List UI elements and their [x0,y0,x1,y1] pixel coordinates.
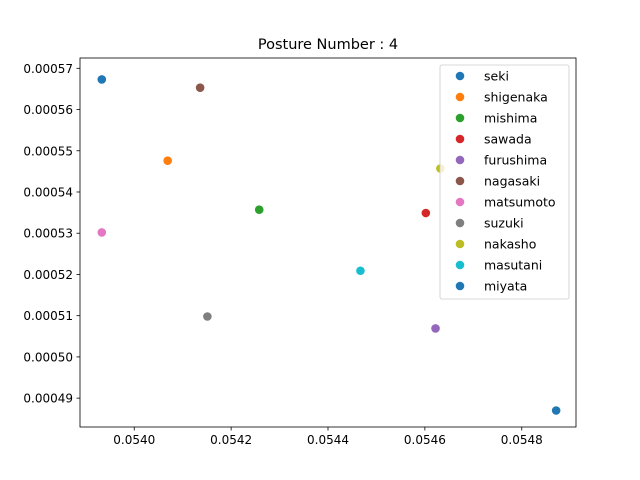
axis-ticks: 0.0540 0.0542 0.0544 0.0546 0.0548 0.00049 0.0… [23,62,542,447]
plot-frame [79,57,577,428]
legend-marker [455,218,465,228]
x-tick-label: 0.0546 [404,433,446,447]
x-tick-label: 0.0548 [501,433,543,447]
legend-label: sawada [484,132,532,147]
legend-label: masutani [484,258,542,273]
x-tick-label: 0.0544 [307,433,349,447]
legend-marker [455,113,465,123]
legend-marker [455,71,465,81]
data-point-seki [97,75,107,84]
y-tick-label: 0.00054 [23,185,73,199]
legend-marker [455,92,465,102]
data-point-mishima [254,205,264,215]
legend-marker [455,281,465,291]
y-tick-label: 0.00055 [23,144,73,158]
data-point-miyata [551,406,561,415]
legend-marker [455,239,465,249]
legend-label: nagasaki [484,174,540,189]
legend-label: seki [484,69,509,84]
legend-label: miyata [484,279,527,294]
data-point-furushima [431,324,440,333]
x-tick-label: 0.0542 [210,433,252,447]
y-tick-label: 0.00057 [23,62,73,76]
y-tick-label: 0.00052 [23,268,73,282]
legend-label: suzuki [484,216,524,231]
y-tick-label: 0.00050 [23,350,73,364]
legend-marker [455,260,465,270]
legend-marker [455,155,465,165]
legend-label: furushima [484,153,547,168]
data-point-matsumoto [97,228,107,237]
y-tick-label: 0.00049 [23,392,73,406]
legend-marker [455,197,465,207]
legend: seki shigenaka mishima sawada furushima nagas… [439,64,570,300]
data-point-nagasaki [195,83,205,92]
data-point-shigenaka [163,156,172,165]
legend-marker [455,134,465,144]
y-tick-label: 0.00053 [23,227,73,241]
data-point-suzuki [203,312,212,321]
legend-label: matsumoto [484,195,556,210]
legend-label: shigenaka [484,90,548,105]
legend-box [439,64,570,300]
data-point-masutani [356,266,365,276]
legend-label: mishima [484,111,537,126]
data-point-sawada [421,208,431,218]
y-tick-label: 0.00056 [23,103,73,117]
chart-title: Posture Number : 4 [258,37,398,53]
legend-marker [455,176,465,186]
data-points [97,75,561,415]
legend-label: nakasho [484,237,536,252]
y-tick-label: 0.00051 [23,309,73,323]
x-tick-label: 0.0540 [113,433,155,447]
